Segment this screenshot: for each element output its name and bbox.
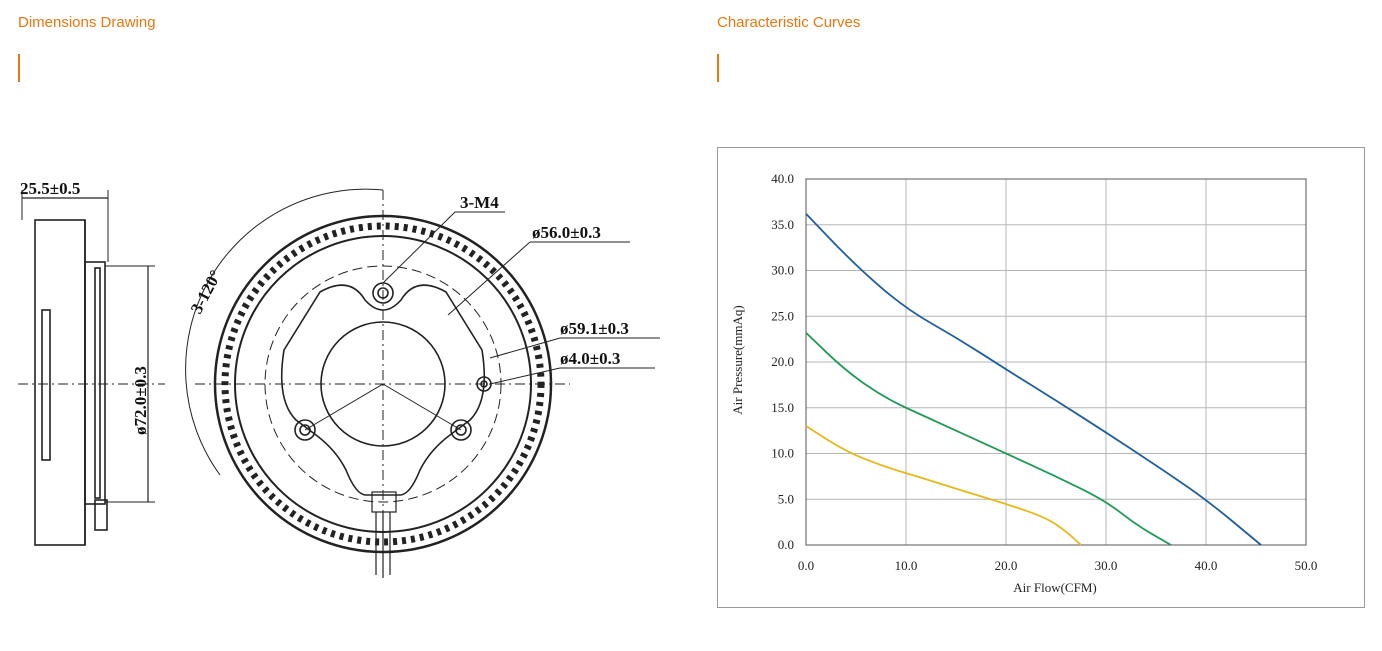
x-tick-label: 10.0 xyxy=(895,558,918,573)
y-tick-label: 35.0 xyxy=(771,217,794,232)
chart-ticks: 0.0 10.0 20.0 30.0 40.0 50.0 0.0 5.0 10.0 15.0 20.… xyxy=(771,171,1317,573)
chart-series xyxy=(805,213,1262,546)
diameter-4-label: ø4.0±0.3 xyxy=(560,349,620,368)
y-tick-label: 25.0 xyxy=(771,308,794,323)
screw-hole-left xyxy=(294,419,316,441)
curves-accent-bar xyxy=(717,54,719,82)
y-tick-label: 40.0 xyxy=(771,171,794,186)
y-tick-label: 30.0 xyxy=(771,263,794,278)
diameter-56-label: ø56.0±0.3 xyxy=(532,223,601,242)
screw-label: 3-M4 xyxy=(460,193,499,212)
dimensions-accent-bar xyxy=(18,54,20,82)
x-tick-label: 30.0 xyxy=(1095,558,1118,573)
diameter-72-label: ø72.0±0.3 xyxy=(131,366,150,435)
y-tick-label: 20.0 xyxy=(771,354,794,369)
x-tick-label: 0.0 xyxy=(798,558,814,573)
series-line-2 xyxy=(805,332,1172,546)
thickness-label: 25.5±0.5 xyxy=(20,179,80,198)
dimensions-drawing: 25.5±0.5 3-M4 ø56.0±0.3 ø59.1±0.3 ø4.0±0… xyxy=(18,179,660,578)
chart-grid xyxy=(805,178,1307,546)
x-tick-label: 40.0 xyxy=(1195,558,1218,573)
screw-hole-right xyxy=(450,419,472,441)
y-tick-label: 0.0 xyxy=(778,537,794,552)
y-tick-label: 10.0 xyxy=(771,446,794,461)
characteristic-curves-chart: 0.0 10.0 20.0 30.0 40.0 50.0 0.0 5.0 10.0 15.0 20.… xyxy=(730,171,1317,595)
plot-area-border xyxy=(805,178,1307,546)
angle-label: 3-120° xyxy=(187,267,226,317)
y-axis-label: Air Pressure(mmAq) xyxy=(730,305,745,414)
x-axis-label: Air Flow(CFM) xyxy=(1013,580,1096,595)
dimensions-drawing-title: Dimensions Drawing xyxy=(18,14,156,31)
y-tick-label: 15.0 xyxy=(771,400,794,415)
series-line-3 xyxy=(805,425,1082,546)
x-tick-label: 20.0 xyxy=(995,558,1018,573)
x-tick-label: 50.0 xyxy=(1295,558,1318,573)
y-tick-label: 5.0 xyxy=(778,491,794,506)
characteristic-curves-title: Characteristic Curves xyxy=(717,14,861,31)
diameter-59-label: ø59.1±0.3 xyxy=(560,319,629,338)
chart-frame: 0.0 10.0 20.0 30.0 40.0 50.0 0.0 5.0 10.0 15.0 20.… xyxy=(717,147,1365,608)
connector xyxy=(371,491,397,513)
mounting-plate xyxy=(280,284,486,496)
series-line-1 xyxy=(805,213,1262,546)
